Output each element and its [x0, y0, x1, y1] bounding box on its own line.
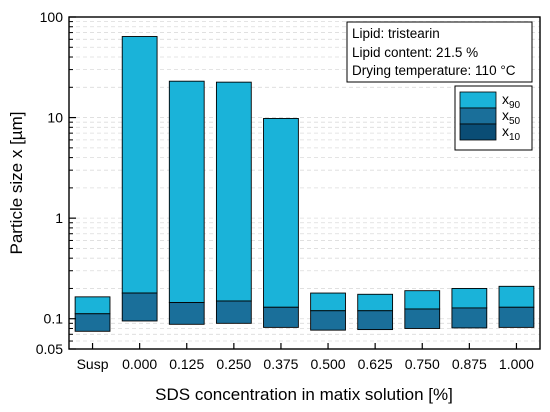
y-tick-label: 100 — [40, 9, 64, 25]
axes: 0.05 0.1 1 10 100 Susp 0.000 0.125 0.250 0.375 0.5… — [36, 9, 534, 372]
x-tick-label: 0.000 — [122, 356, 157, 372]
bar-x90 — [74, 296, 111, 315]
bar-x50 — [121, 292, 158, 322]
info-line-2: Lipid content: 21.5 % — [352, 45, 478, 60]
bar-x90 — [168, 80, 205, 303]
bar-x50 — [215, 300, 252, 324]
bar-x50 — [357, 310, 394, 331]
y-tick-label: 10 — [47, 110, 63, 126]
info-line-1: Lipid: tristearin — [352, 26, 440, 41]
y-tick-label: 0.1 — [44, 311, 64, 327]
bar-x50 — [498, 306, 535, 328]
bars — [74, 36, 535, 332]
plot-frame — [68, 16, 541, 350]
x-tick-label: 0.500 — [311, 356, 346, 372]
x-tick-label: 0.875 — [452, 356, 487, 372]
x-tick-label: 0.375 — [263, 356, 298, 372]
bar-x90 — [404, 290, 441, 310]
info-box: Lipid: tristearin Lipid content: 21.5 % … — [346, 21, 533, 83]
bar-x50 — [404, 308, 441, 329]
bar-x90 — [357, 293, 394, 312]
legend-label-x90: x90 — [502, 91, 521, 111]
x-tick-label: 0.125 — [169, 356, 204, 372]
bar-x50 — [74, 313, 111, 332]
legend-swatch-x10 — [459, 123, 497, 141]
bar-x90 — [215, 81, 252, 302]
bar-x50 — [263, 306, 299, 328]
bar-x50 — [451, 307, 488, 329]
x-tick-label: Susp — [77, 356, 109, 372]
bar-x90 — [310, 292, 346, 312]
y-tick-label: 1 — [55, 210, 63, 226]
bar-x90 — [451, 287, 488, 309]
x-axis-title: SDS concentration in matix solution [%] — [155, 385, 453, 404]
x-tick-label: 0.250 — [216, 356, 251, 372]
bar-x50 — [168, 302, 205, 325]
x-tick-label: 0.750 — [405, 356, 440, 372]
info-line-3: Drying temperature: 110 °C — [352, 63, 516, 78]
y-tick-label: 0.05 — [36, 341, 63, 357]
legend-label-x50: x50 — [502, 107, 521, 127]
info-box-frame — [346, 21, 533, 83]
bar-x90 — [498, 285, 535, 308]
bar-x90 — [121, 36, 158, 294]
x-tick-label: 0.625 — [358, 356, 393, 372]
legend-swatch-x50 — [459, 107, 497, 125]
legend-label-x10: x10 — [502, 123, 521, 143]
bar-x90 — [263, 118, 299, 308]
x-tick-label: 1.000 — [499, 356, 534, 372]
bar-x50 — [310, 310, 346, 331]
y-axis-title: Particle size x [µm] — [7, 112, 26, 255]
legend-swatch-x90 — [459, 91, 497, 109]
